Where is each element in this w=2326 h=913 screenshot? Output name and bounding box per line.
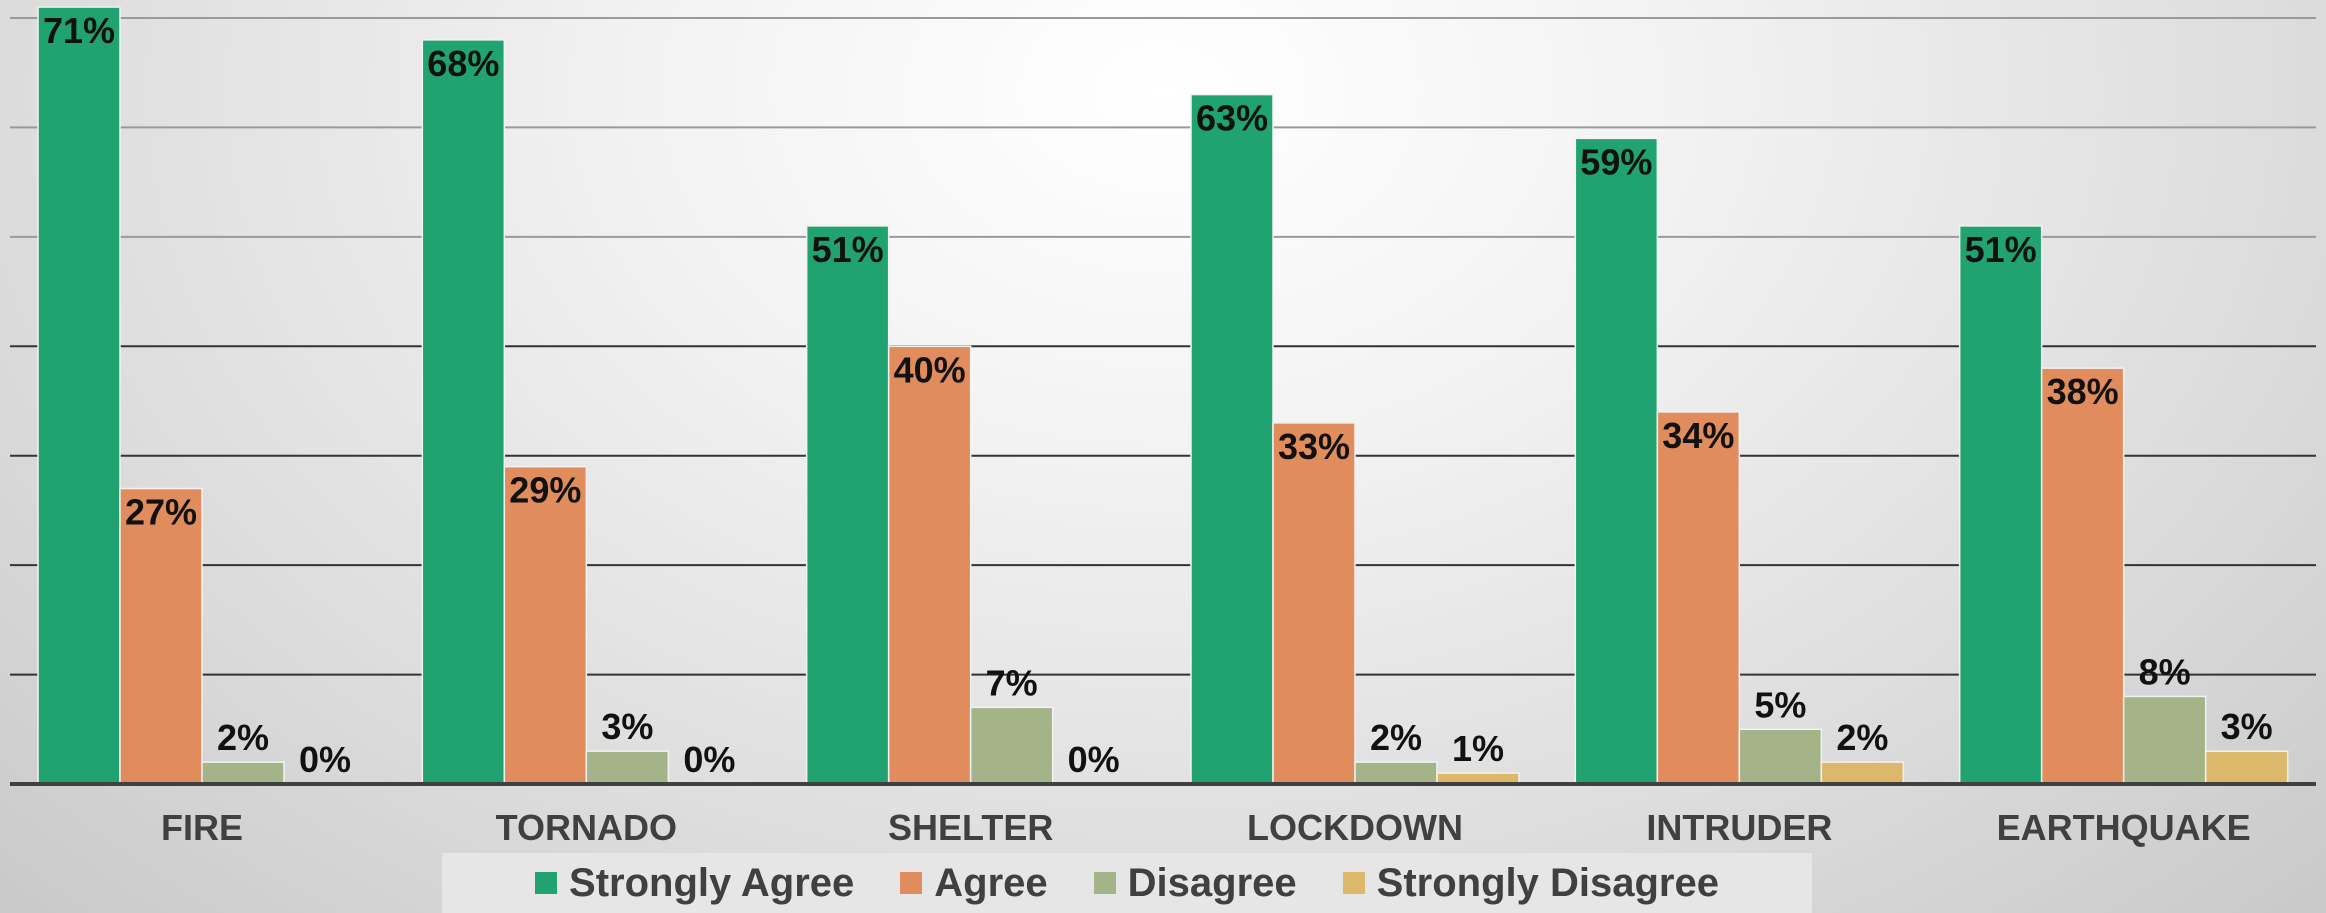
bar-agree (119, 487, 203, 785)
data-label: 0% (1068, 739, 1120, 780)
legend-label: Strongly Disagree (1376, 860, 1719, 905)
bar-strongly-agree (421, 39, 506, 785)
data-label: 27% (125, 492, 197, 533)
bar-strongly-agree (37, 6, 121, 785)
data-label: 63% (1196, 98, 1268, 139)
bars (37, 6, 2289, 785)
data-label: 34% (1662, 415, 1734, 456)
category-label: FIRE (161, 807, 243, 848)
bar-strongly-disagree (2204, 750, 2289, 785)
bar-disagree (1738, 728, 1823, 785)
data-label: 51% (812, 229, 884, 270)
legend-swatch (1093, 872, 1116, 894)
data-label: 3% (2221, 706, 2273, 747)
data-label: 5% (1754, 684, 1806, 725)
data-label: 71% (43, 10, 115, 51)
data-label: 1% (1452, 728, 1504, 769)
legend-swatch (900, 872, 923, 894)
legend: Strongly Agree Agree Disagree Strongly Disa… (442, 853, 1812, 913)
bar-disagree (969, 706, 1054, 785)
bar-disagree (585, 750, 670, 785)
data-label: 33% (1278, 426, 1350, 467)
legend-item: Strongly Disagree (1342, 860, 1719, 906)
legend-swatch (535, 872, 558, 894)
bar-agree (1272, 422, 1356, 785)
legend-item: Strongly Agree (535, 861, 854, 906)
bar-disagree (201, 761, 285, 785)
bar-agree (503, 465, 588, 785)
legend-swatch (1342, 872, 1365, 894)
data-label: 3% (601, 706, 653, 747)
gridlines (10, 17, 2316, 676)
data-label: 2% (217, 717, 269, 758)
category-label: SHELTER (888, 807, 1053, 848)
category-label: TORNADO (496, 807, 677, 848)
bar-strongly-agree (1958, 225, 2043, 785)
data-label: 0% (299, 739, 351, 780)
data-label: 38% (2047, 371, 2119, 412)
bar-disagree (1354, 761, 1438, 785)
bar-disagree (2122, 695, 2207, 785)
bar-strongly-agree (805, 225, 890, 785)
data-label: 51% (1965, 229, 2037, 270)
bar-strongly-disagree (1820, 761, 1905, 785)
category-label: LOCKDOWN (1247, 807, 1463, 848)
bar-strongly-agree (1190, 93, 1274, 785)
bar-strongly-agree (1574, 137, 1659, 785)
data-label: 8% (2139, 651, 2191, 692)
legend-item: Disagree (1093, 860, 1297, 906)
legend-label: Agree (934, 860, 1048, 905)
data-label: 68% (427, 43, 499, 84)
legend-item: Agree (900, 860, 1048, 906)
data-label: 2% (1836, 717, 1888, 758)
data-label: 7% (986, 662, 1038, 703)
data-label: 59% (1580, 141, 1652, 182)
legend-label: Disagree (1127, 860, 1297, 905)
legend-label: Strongly Agree (569, 860, 855, 905)
category-label: EARTHQUAKE (1997, 807, 2251, 848)
bar-agree (2040, 367, 2125, 785)
category-labels: FIRE TORNADO SHELTER LOCKDOWN INTRUDER EARTHQ… (161, 807, 2251, 848)
data-label: 29% (509, 470, 581, 511)
category-label: INTRUDER (1646, 807, 1832, 848)
data-label: 2% (1370, 717, 1422, 758)
data-label: 40% (894, 349, 966, 390)
bar-agree (1656, 411, 1741, 785)
data-label: 0% (683, 739, 735, 780)
bar-agree (887, 345, 972, 785)
data-labels: 71% 27% 2% 0% 68% 29% 3% 0% 51% 40% 7% 0% 63% 33% 2% 1%… (43, 10, 2273, 780)
